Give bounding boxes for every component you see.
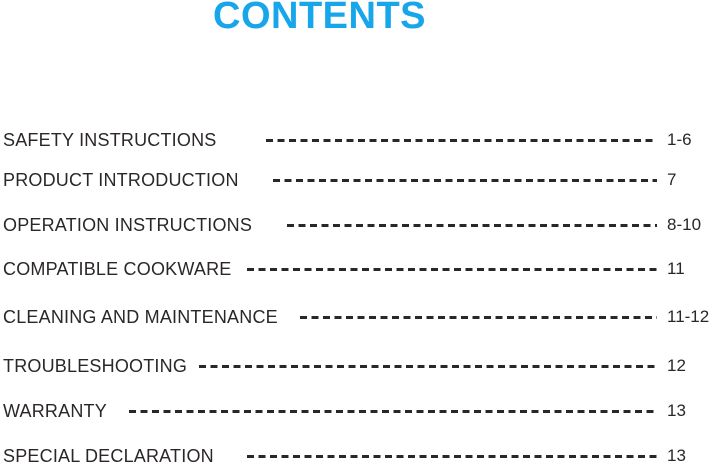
page-number: 11-12 (667, 307, 710, 326)
page-number: 12 (667, 356, 686, 375)
toc-item-product-introduction: PRODUCT INTRODUCTION 7 (3, 169, 721, 191)
dashed-leader (128, 409, 657, 413)
dashed-leader (265, 138, 657, 142)
toc-item-label: CLEANING AND MAINTENANCE (3, 306, 278, 327)
toc-item-label: TROUBLESHOOTING (3, 355, 188, 376)
toc-item-special-declaration: SPECIAL DECLARATION 13 (3, 445, 721, 467)
toc-item-safety-instructions: SAFETY INSTRUCTIONS 1-6 (3, 129, 721, 151)
dashed-leader (299, 315, 657, 319)
page-number: 8-10 (667, 215, 702, 234)
toc-item-label: WARRANTY (3, 400, 107, 421)
page-number: 13 (667, 446, 686, 465)
dashed-leader (199, 364, 657, 368)
page-number: 11 (667, 259, 685, 278)
page-number: 7 (667, 170, 677, 189)
toc-item-label: SPECIAL DECLARATION (3, 445, 214, 466)
dashed-leader (246, 454, 657, 458)
toc-item-cleaning-and-maintenance: CLEANING AND MAINTENANCE 11-12 (3, 306, 721, 328)
page-number: 1-6 (667, 130, 692, 149)
dashed-leader (246, 267, 657, 271)
toc-item-operation-instructions: OPERATION INSTRUCTIONS 8-10 (3, 214, 721, 236)
toc-item-label: PRODUCT INTRODUCTION (3, 169, 239, 190)
dashed-leader (287, 223, 657, 227)
toc-item-label: OPERATION INSTRUCTIONS (3, 214, 253, 235)
toc-item-warranty: WARRANTY 13 (3, 400, 721, 422)
toc-item-label: COMPATIBLE COOKWARE (3, 258, 232, 279)
toc-item-compatible-cookware: COMPATIBLE COOKWARE 11 (3, 258, 721, 280)
toc-item-label: SAFETY INSTRUCTIONS (3, 129, 217, 150)
toc-item-troubleshooting: TROUBLESHOOTING 12 (3, 355, 721, 377)
page-title: CONTENTS (213, 0, 426, 37)
dashed-leader (272, 178, 657, 182)
page-number: 13 (667, 401, 686, 420)
table-of-contents: SAFETY INSTRUCTIONS 1-6 PRODUCT INTRODUC… (3, 0, 721, 468)
